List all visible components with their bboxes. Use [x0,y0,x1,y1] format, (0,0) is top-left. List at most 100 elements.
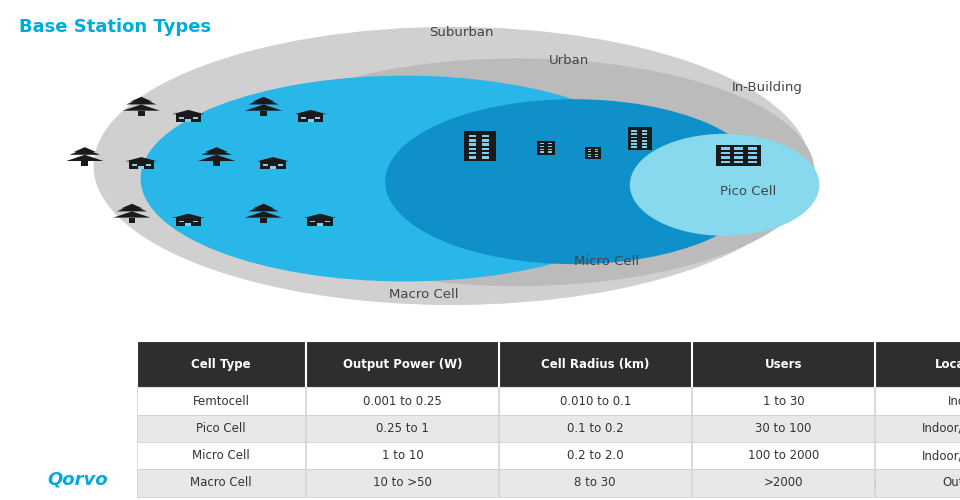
Bar [464,130,496,161]
Text: Macro Cell: Macro Cell [389,288,458,302]
Polygon shape [121,204,143,208]
Bar [632,136,636,138]
Bar [537,141,555,155]
Text: Indoor/Outdoor: Indoor/Outdoor [922,449,960,462]
Bar [306,470,498,496]
Bar [468,144,476,146]
Bar [301,117,306,118]
Bar [548,146,552,147]
Bar [548,148,552,150]
Bar [482,139,490,141]
Polygon shape [172,214,204,218]
Bar [213,161,220,166]
Bar [306,341,498,388]
Bar [277,164,282,166]
Bar [632,130,636,132]
Bar [641,143,647,145]
Polygon shape [249,205,278,212]
Bar [308,120,314,122]
Text: Base Station Types: Base Station Types [19,18,211,36]
Bar [748,148,756,150]
Bar [306,388,498,414]
Bar [176,218,201,226]
Bar [691,442,875,469]
Bar [691,470,875,496]
Bar [691,414,875,442]
Bar [306,442,498,469]
Polygon shape [117,205,147,212]
Polygon shape [252,204,275,208]
Bar [734,161,743,164]
Bar [734,156,743,159]
Text: >2000: >2000 [763,476,804,490]
Bar [588,156,591,157]
Bar [263,164,269,166]
Bar [548,152,552,153]
Bar [306,414,498,442]
Bar [641,133,647,135]
Bar [876,442,960,469]
Bar [499,442,691,469]
Bar [548,143,552,144]
Text: Macro Cell: Macro Cell [190,476,252,490]
Bar [499,414,691,442]
Text: 0.1 to 0.2: 0.1 to 0.2 [567,422,624,435]
Bar [482,152,490,154]
Bar [499,388,691,414]
Bar [641,140,647,141]
Bar [193,117,198,118]
Bar [540,152,543,153]
Bar [588,151,591,152]
Bar [468,156,476,159]
Bar [748,161,756,164]
Bar [632,146,636,148]
Bar [721,148,730,150]
Bar [595,151,598,152]
Text: 10 to >50: 10 to >50 [372,476,432,490]
Text: Micro Cell: Micro Cell [574,256,639,268]
Bar [136,341,305,388]
Bar [632,133,636,135]
Text: Pico Cell: Pico Cell [197,422,246,435]
Bar [632,140,636,141]
Bar [185,120,191,122]
Bar [595,156,598,157]
Text: Users: Users [765,358,803,370]
Bar [876,341,960,388]
Polygon shape [252,97,275,102]
Polygon shape [257,157,289,162]
Text: 1 to 30: 1 to 30 [762,394,804,407]
Bar [628,126,652,150]
Bar [641,136,647,138]
Bar [136,388,305,414]
Bar [482,144,490,146]
Bar [468,135,476,138]
Bar [136,414,305,442]
Polygon shape [113,212,151,218]
Bar [298,114,324,122]
Bar [632,143,636,145]
Text: Indoor: Indoor [948,394,960,407]
Bar [138,110,145,116]
Bar [540,143,543,144]
Bar [260,110,267,116]
Text: Qorvo: Qorvo [47,470,108,488]
Bar [317,223,323,226]
Bar [176,114,201,122]
Bar [748,152,756,154]
Bar [641,130,647,132]
Text: 0.010 to 0.1: 0.010 to 0.1 [560,394,631,407]
Bar [876,470,960,496]
Bar [721,152,730,154]
Text: ©2017 Qorvo, Inc.: ©2017 Qorvo, Inc. [819,478,923,488]
Polygon shape [202,148,231,155]
Bar [586,147,601,159]
Bar [691,341,875,388]
Bar [734,152,743,154]
Text: Pico Cell: Pico Cell [720,184,777,198]
Polygon shape [125,157,157,162]
Bar [82,161,88,166]
Polygon shape [245,212,282,218]
Text: 0.25 to 1: 0.25 to 1 [376,422,429,435]
Text: 0.001 to 0.25: 0.001 to 0.25 [363,394,442,407]
